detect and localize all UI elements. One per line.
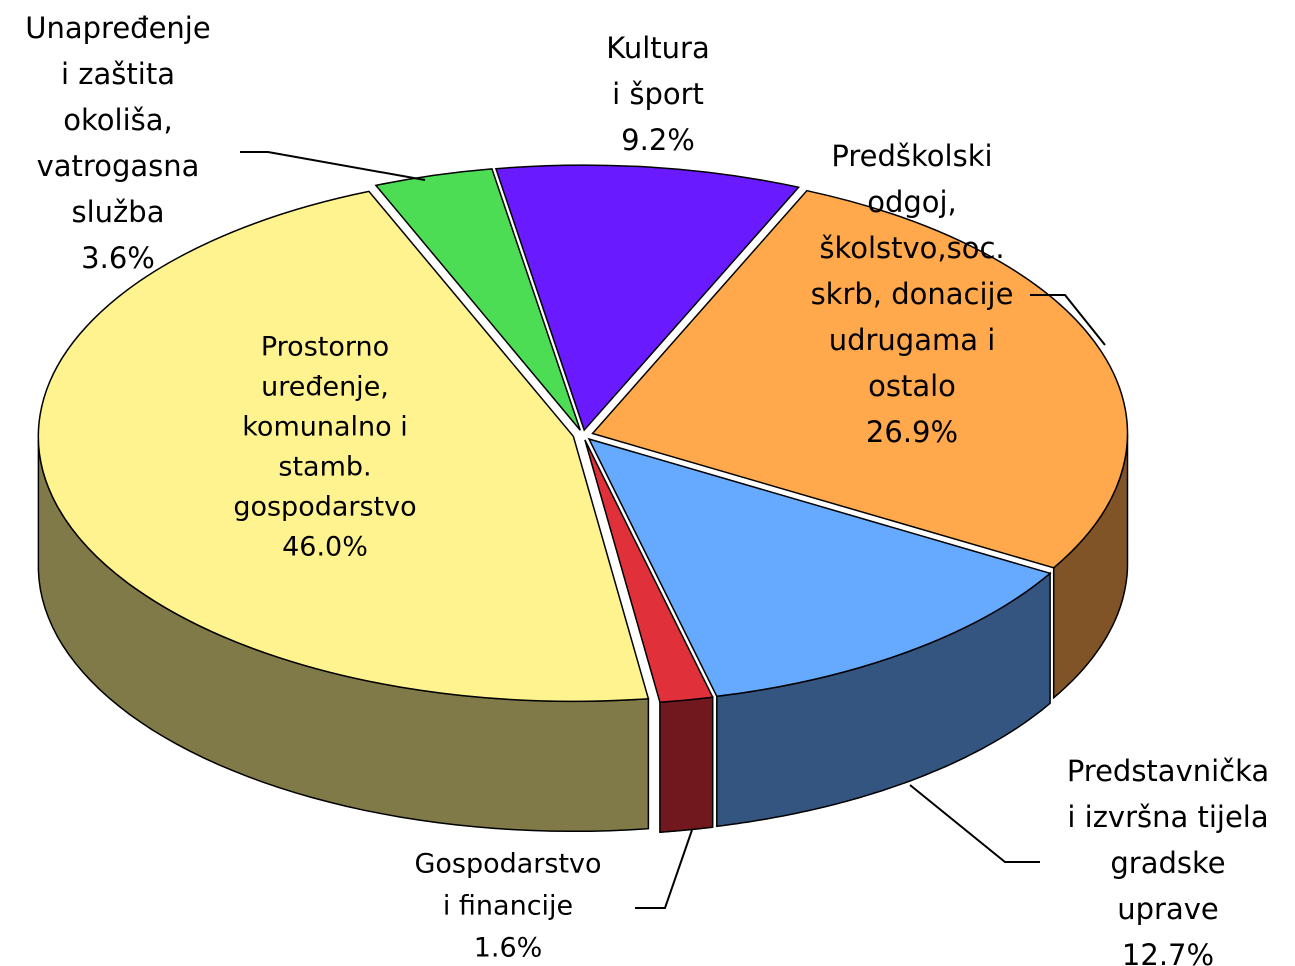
pie-slice — [591, 189, 1129, 569]
category-label: udrugama i — [829, 323, 996, 357]
value-label: 1.6% — [474, 933, 543, 964]
pie-slice — [584, 439, 714, 704]
category-label: okoliša, — [63, 103, 172, 137]
value-label: 9.2% — [621, 123, 695, 157]
pie-sides — [37, 434, 1129, 833]
value-label: 12.7% — [1122, 938, 1214, 966]
category-label: Unapređenje — [25, 11, 210, 45]
pie-slice — [494, 164, 800, 432]
category-label: Predstavnička — [1067, 754, 1269, 788]
category-label: komunalno i — [242, 412, 407, 443]
pie-slice — [37, 190, 650, 703]
category-label: uređenje, — [261, 372, 389, 403]
category-label: vatrogasna — [37, 149, 200, 183]
category-label: gradske — [1110, 846, 1225, 880]
category-label: uprave — [1117, 892, 1219, 926]
category-label: i šport — [612, 77, 704, 111]
leader-line — [635, 829, 693, 909]
value-label: 26.9% — [866, 415, 958, 449]
category-label: Gospodarstvo — [414, 849, 601, 880]
category-label: školstvo,soc. — [819, 231, 1004, 265]
category-label: i zaštita — [61, 57, 175, 91]
leader-line — [1030, 294, 1106, 346]
leader-line — [240, 151, 426, 181]
value-label: 46.0% — [282, 532, 368, 563]
category-label: Predškolski — [831, 139, 992, 173]
category-label: i financije — [443, 891, 573, 922]
category-label: stamb. — [278, 452, 371, 483]
leader-line — [909, 784, 1040, 863]
pie-slice — [374, 168, 581, 431]
category-label: Kultura — [606, 31, 709, 65]
category-label: odgoj, — [867, 185, 957, 219]
pie-tops — [37, 164, 1129, 704]
value-label: 3.6% — [81, 241, 155, 275]
slice-side — [659, 696, 714, 833]
labels: Kultura i šport 9.2% Predškolski odgoj, škols… — [25, 11, 1269, 966]
category-label: skrb, donacije — [811, 277, 1014, 311]
category-label: služba — [72, 195, 165, 229]
category-label: ostalo — [868, 369, 956, 403]
category-label: Prostorno — [261, 332, 389, 363]
category-label: gospodarstvo — [233, 492, 416, 523]
pie-slice — [587, 437, 1052, 698]
category-label: i izvršna tijela — [1067, 800, 1268, 834]
